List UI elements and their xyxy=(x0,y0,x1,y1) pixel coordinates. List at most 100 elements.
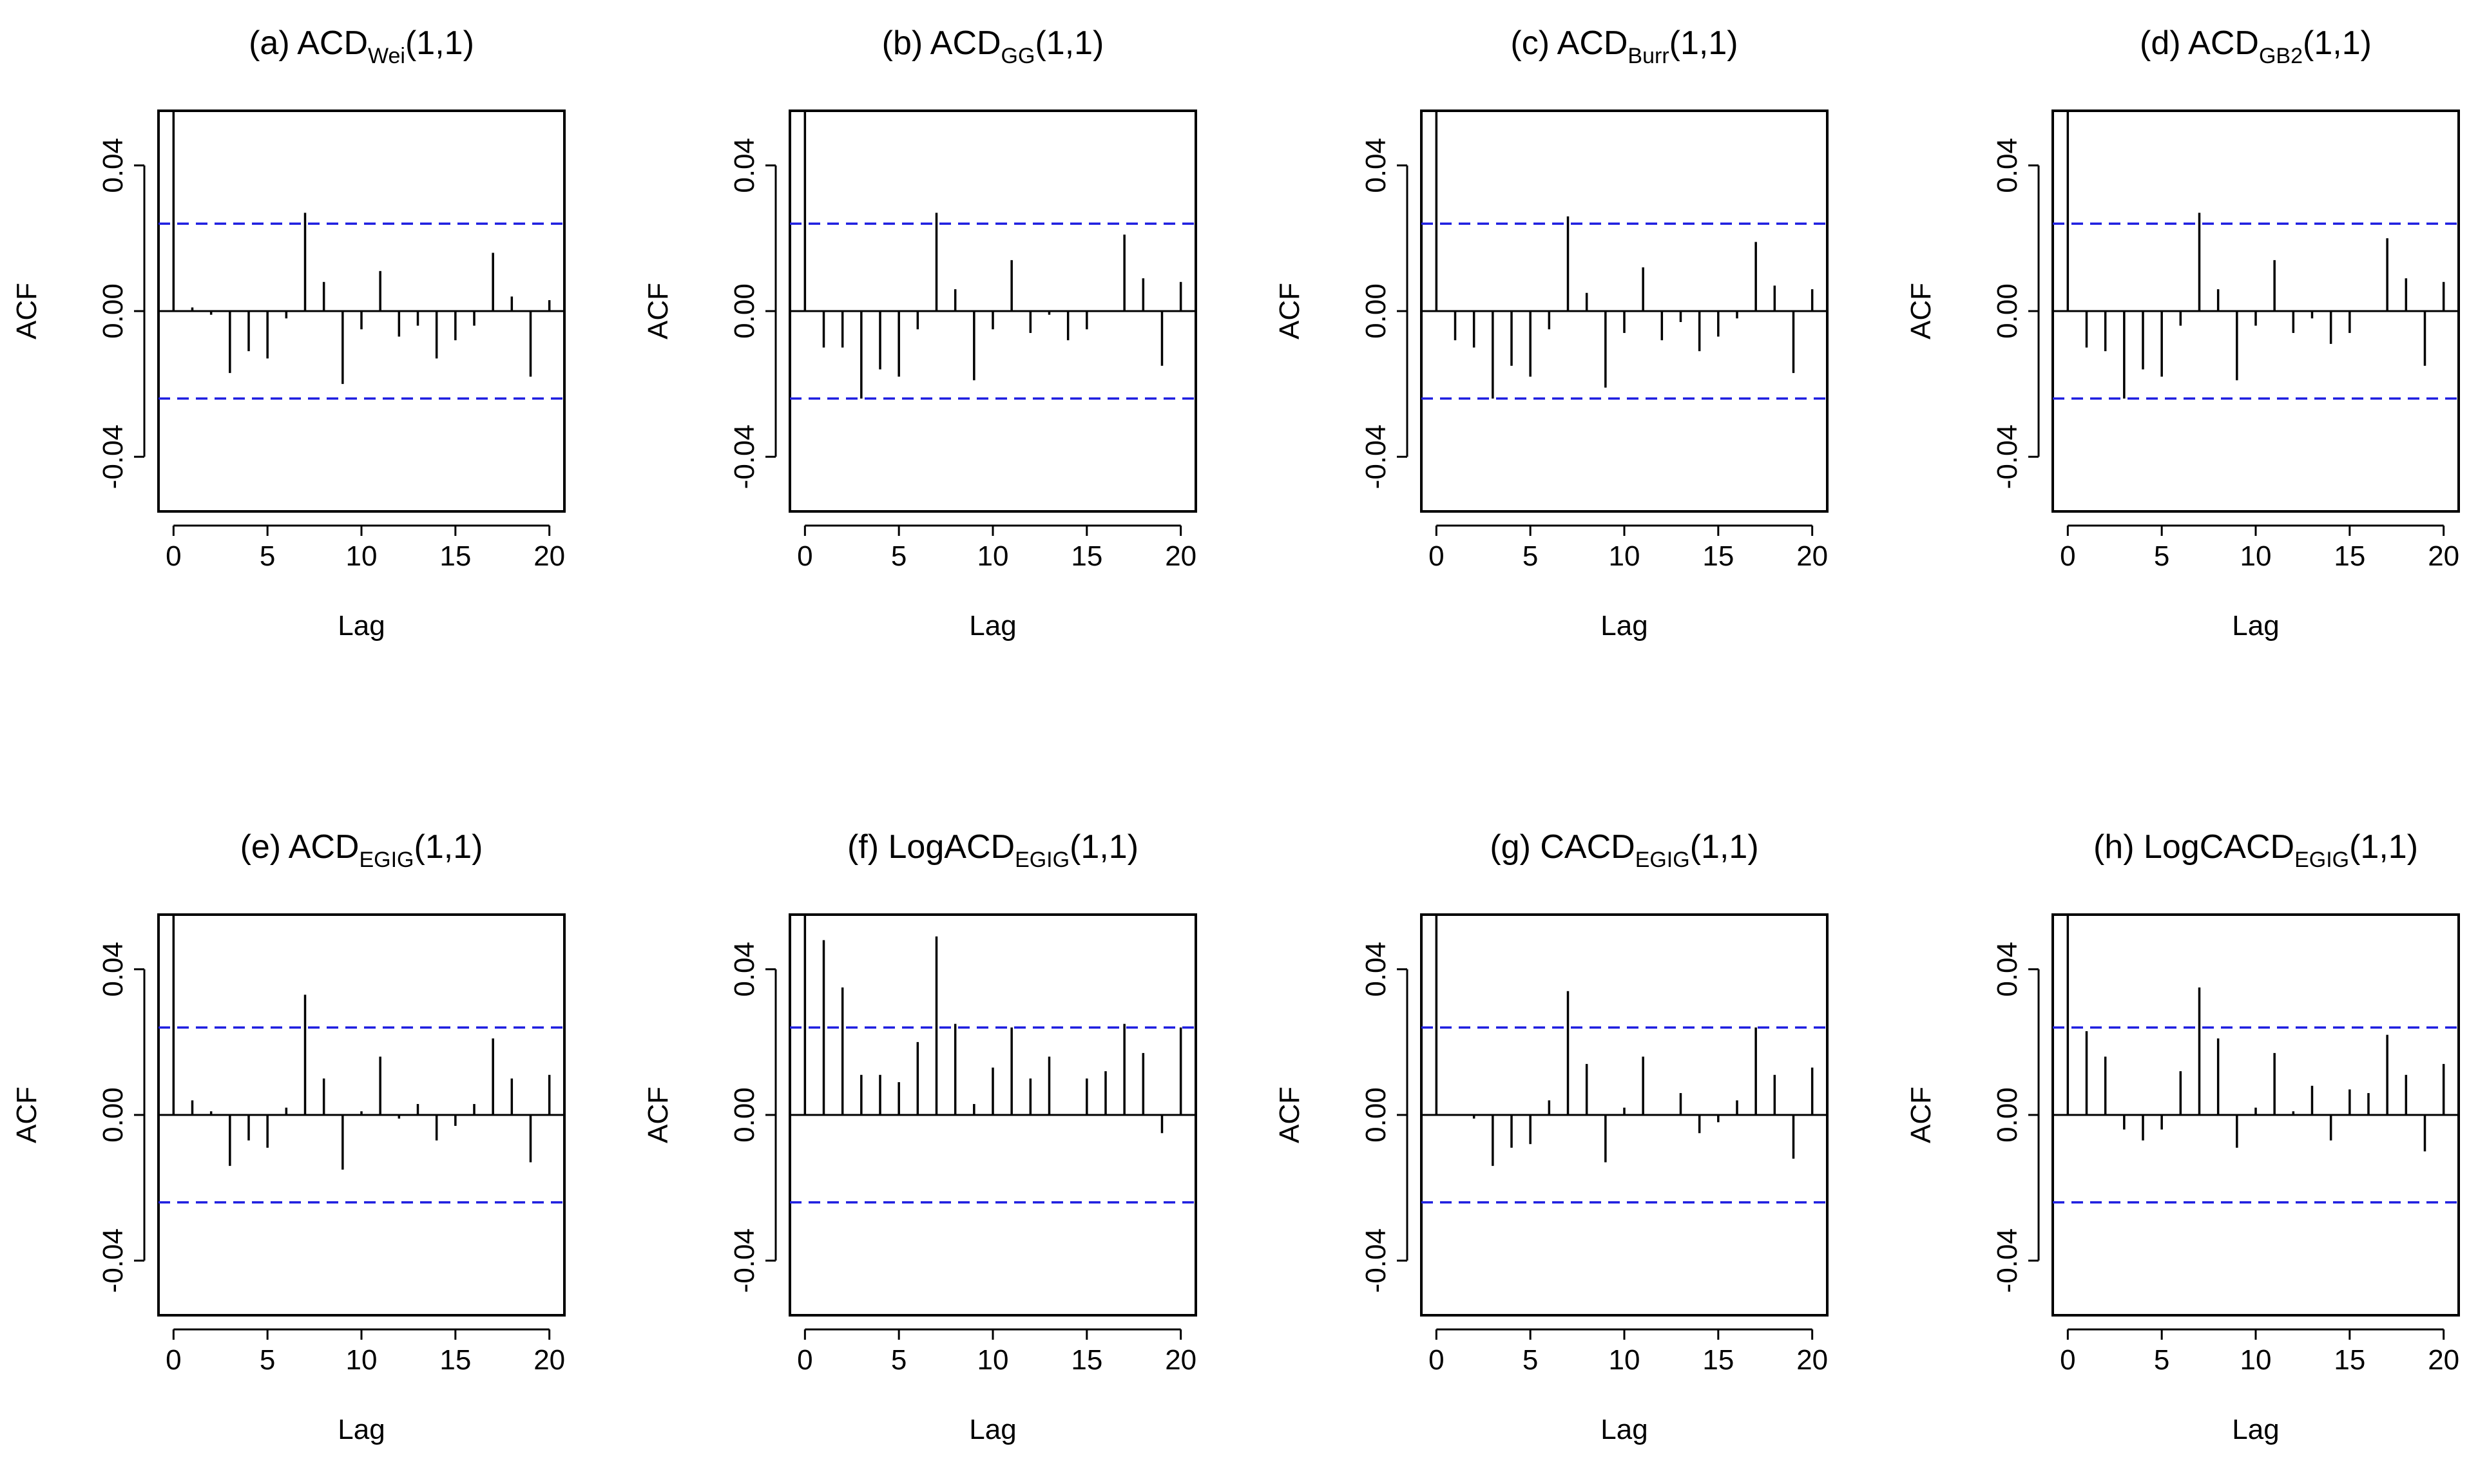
y-tick-label: 0.00 xyxy=(1992,283,2023,339)
y-tick-label: -0.04 xyxy=(1360,424,1392,489)
title-suffix: (1,1) xyxy=(1035,24,1104,62)
title-suffix: (1,1) xyxy=(2303,24,2372,62)
panel-d: (d) ACDGB2(1,1) 0 5 10 15 20 Lag -0.04 0.00 0.04 A… xyxy=(1905,24,2460,642)
x-tick-label: 15 xyxy=(2334,1344,2365,1376)
x-tick-label: 5 xyxy=(1522,540,1538,572)
y-axis-label: ACF xyxy=(11,1087,43,1143)
x-tick-label: 0 xyxy=(2060,1344,2075,1376)
plot-area xyxy=(2053,915,2459,1204)
title-main: (f) LogACD xyxy=(847,828,1015,866)
y-tick-label: 0.00 xyxy=(97,1087,129,1143)
panel-e: (e) ACDEGIG(1,1) 0 5 10 15 20 Lag -0.04 0.00 0.04… xyxy=(11,828,566,1445)
x-tick-label: 15 xyxy=(2334,540,2365,572)
plot-area xyxy=(1421,111,1827,400)
x-tick-label: 20 xyxy=(1796,540,1828,572)
title-suffix: (1,1) xyxy=(1070,828,1138,866)
y-tick-label: 0.00 xyxy=(1360,283,1392,339)
x-tick-label: 0 xyxy=(797,1344,812,1376)
y-tick-label: 0.00 xyxy=(729,1087,760,1143)
y-axis-label: ACF xyxy=(1905,1087,1937,1143)
x-tick-label: 10 xyxy=(977,540,1009,572)
y-tick-label: -0.04 xyxy=(1992,1228,2023,1293)
plot-area xyxy=(158,915,564,1204)
x-tick-label: 0 xyxy=(1428,540,1444,572)
x-tick-label: 5 xyxy=(1522,1344,1538,1376)
title-suffix: (1,1) xyxy=(1690,828,1759,866)
panel-title: (e) ACDEGIG(1,1) xyxy=(240,828,483,872)
title-subscript: EGIG xyxy=(1015,848,1070,872)
x-tick-label: 5 xyxy=(2154,540,2169,572)
y-axis-label: ACF xyxy=(11,283,43,339)
x-tick-label: 10 xyxy=(2240,1344,2272,1376)
panel-title: (f) LogACDEGIG(1,1) xyxy=(847,828,1138,872)
y-axis-label: ACF xyxy=(1274,1087,1305,1143)
x-tick-label: 15 xyxy=(439,540,471,572)
x-tick-label: 10 xyxy=(346,540,378,572)
y-tick-label: 0.00 xyxy=(1360,1087,1392,1143)
y-tick-label: 0.04 xyxy=(1992,942,2023,997)
panel-g: (g) CACDEGIG(1,1) 0 5 10 15 20 Lag -0.04 0.00 0.0… xyxy=(1274,828,1829,1445)
x-tick-label: 5 xyxy=(260,1344,275,1376)
x-axis-label: Lag xyxy=(2232,1414,2279,1445)
title-suffix: (1,1) xyxy=(405,24,474,62)
x-tick-label: 20 xyxy=(533,1344,565,1376)
y-tick-label: -0.04 xyxy=(729,424,760,489)
panel-h: (h) LogCACDEGIG(1,1) 0 5 10 15 20 Lag -0.04 0.00… xyxy=(1905,828,2460,1445)
title-suffix: (1,1) xyxy=(414,828,483,866)
title-main: (b) ACD xyxy=(882,24,1001,62)
x-tick-label: 10 xyxy=(1609,1344,1640,1376)
x-axis-label: Lag xyxy=(2232,610,2279,642)
title-main: (h) LogCACD xyxy=(2093,828,2294,866)
panel-title: (b) ACDGG(1,1) xyxy=(882,24,1104,68)
y-tick-label: 0.04 xyxy=(97,942,129,997)
y-axis-label: ACF xyxy=(642,1087,674,1143)
panel-f: (f) LogACDEGIG(1,1) 0 5 10 15 20 Lag -0.04 0.00 0… xyxy=(642,828,1197,1445)
x-axis-label: Lag xyxy=(969,1414,1016,1445)
y-tick-label: -0.04 xyxy=(1992,424,2023,489)
y-axis-label: ACF xyxy=(1905,283,1937,339)
panel-title: (c) ACDBurr(1,1) xyxy=(1510,24,1738,68)
x-tick-label: 0 xyxy=(1428,1344,1444,1376)
plot-area xyxy=(790,915,1196,1204)
title-main: (e) ACD xyxy=(240,828,360,866)
plot-area xyxy=(158,111,564,400)
title-main: (g) CACD xyxy=(1490,828,1635,866)
x-tick-label: 20 xyxy=(533,540,565,572)
y-tick-label: 0.04 xyxy=(729,138,760,193)
panel-b: (b) ACDGG(1,1) 0 5 10 15 20 Lag -0.04 0.00 0.04 AC… xyxy=(642,24,1197,642)
x-axis-label: Lag xyxy=(338,1414,385,1445)
y-tick-label: 0.04 xyxy=(97,138,129,193)
y-tick-label: 0.04 xyxy=(1360,138,1392,193)
title-subscript: EGIG xyxy=(359,848,414,872)
x-tick-label: 20 xyxy=(2428,1344,2459,1376)
y-tick-label: -0.04 xyxy=(1360,1228,1392,1293)
x-axis-label: Lag xyxy=(338,610,385,642)
x-tick-label: 0 xyxy=(166,540,181,572)
y-tick-label: -0.04 xyxy=(729,1228,760,1293)
title-suffix: (1,1) xyxy=(2349,828,2418,866)
x-tick-label: 0 xyxy=(2060,540,2075,572)
x-tick-label: 5 xyxy=(891,540,907,572)
title-main: (d) ACD xyxy=(2140,24,2259,62)
title-subscript: Wei xyxy=(368,44,405,68)
x-tick-label: 20 xyxy=(2428,540,2459,572)
x-tick-label: 15 xyxy=(1702,1344,1734,1376)
x-tick-label: 0 xyxy=(166,1344,181,1376)
x-tick-label: 10 xyxy=(2240,540,2272,572)
y-tick-label: -0.04 xyxy=(97,424,129,489)
x-tick-label: 20 xyxy=(1165,540,1196,572)
x-tick-label: 10 xyxy=(1609,540,1640,572)
x-tick-label: 15 xyxy=(1071,1344,1102,1376)
x-axis-label: Lag xyxy=(969,610,1016,642)
x-tick-label: 5 xyxy=(260,540,275,572)
title-subscript: Burr xyxy=(1628,44,1669,68)
title-subscript: EGIG xyxy=(1635,848,1690,872)
title-main: (a) ACD xyxy=(249,24,368,62)
panel-c: (c) ACDBurr(1,1) 0 5 10 15 20 Lag -0.04 0.00 0.04… xyxy=(1274,24,1829,642)
title-subscript: GB2 xyxy=(2259,44,2303,68)
y-tick-label: 0.04 xyxy=(1992,138,2023,193)
y-tick-label: 0.04 xyxy=(729,942,760,997)
panel-title: (d) ACDGB2(1,1) xyxy=(2140,24,2372,68)
y-tick-label: 0.00 xyxy=(97,283,129,339)
